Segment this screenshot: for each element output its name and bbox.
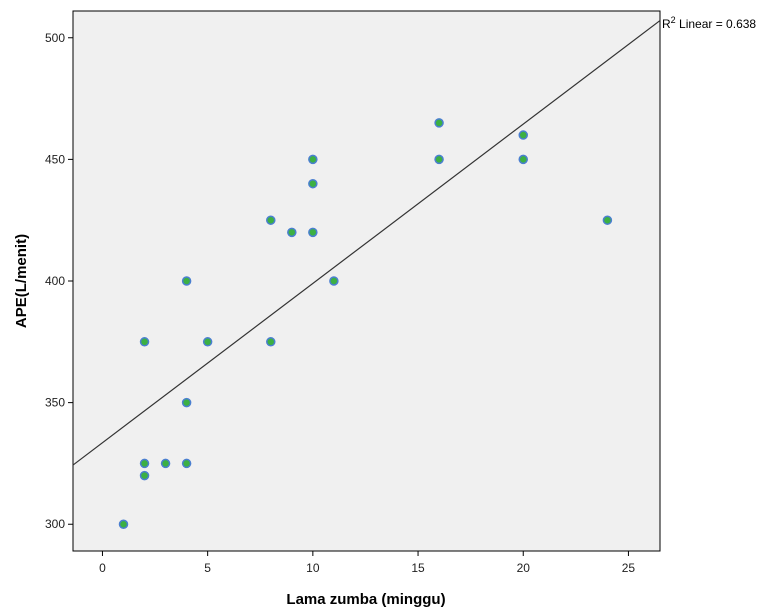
data-point [602, 215, 613, 225]
y-axis-ticks: 300 350 400 450 500 [45, 31, 73, 531]
data-point [160, 458, 171, 469]
r-squared-value: Linear = 0.638 [676, 17, 757, 31]
x-axis-ticks: 0 5 10 15 20 25 [99, 551, 635, 575]
x-tick-label: 20 [517, 561, 531, 575]
data-point [329, 276, 339, 286]
fit-line-layer [72, 20, 661, 466]
data-point [266, 337, 276, 347]
y-tick-label: 500 [45, 31, 65, 45]
data-point [308, 178, 318, 189]
plot-area [72, 10, 661, 552]
data-point [434, 118, 444, 128]
data-points [118, 118, 613, 529]
data-point [181, 397, 192, 408]
y-tick-label: 450 [45, 152, 65, 166]
data-point [266, 215, 276, 225]
data-point [118, 519, 129, 529]
x-tick-label: 25 [622, 561, 636, 575]
x-tick-label: 15 [411, 561, 425, 575]
data-point [181, 276, 192, 286]
x-tick-label: 5 [204, 561, 211, 575]
data-point [139, 458, 150, 469]
x-tick-label: 0 [99, 561, 106, 575]
data-point [518, 154, 528, 165]
y-tick-label: 350 [45, 396, 65, 410]
data-point [518, 130, 528, 140]
r-squared-prefix: R [662, 17, 671, 31]
y-tick-label: 400 [45, 274, 65, 288]
data-point [202, 337, 213, 347]
data-point [308, 154, 318, 165]
x-tick-label: 10 [306, 561, 320, 575]
data-point [139, 470, 150, 481]
fit-line [72, 20, 661, 466]
data-point [434, 154, 444, 165]
data-point [181, 458, 192, 469]
data-point [308, 227, 318, 238]
data-point [287, 227, 297, 238]
y-tick-label: 300 [45, 517, 65, 531]
x-axis-title: Lama zumba (minggu) [286, 591, 445, 608]
data-point [139, 337, 150, 347]
y-axis-title: APE(L/menit) [13, 234, 30, 328]
r-squared-superscript: 2 [671, 15, 676, 25]
r-squared-annotation: R2 Linear = 0.638 [662, 15, 756, 31]
